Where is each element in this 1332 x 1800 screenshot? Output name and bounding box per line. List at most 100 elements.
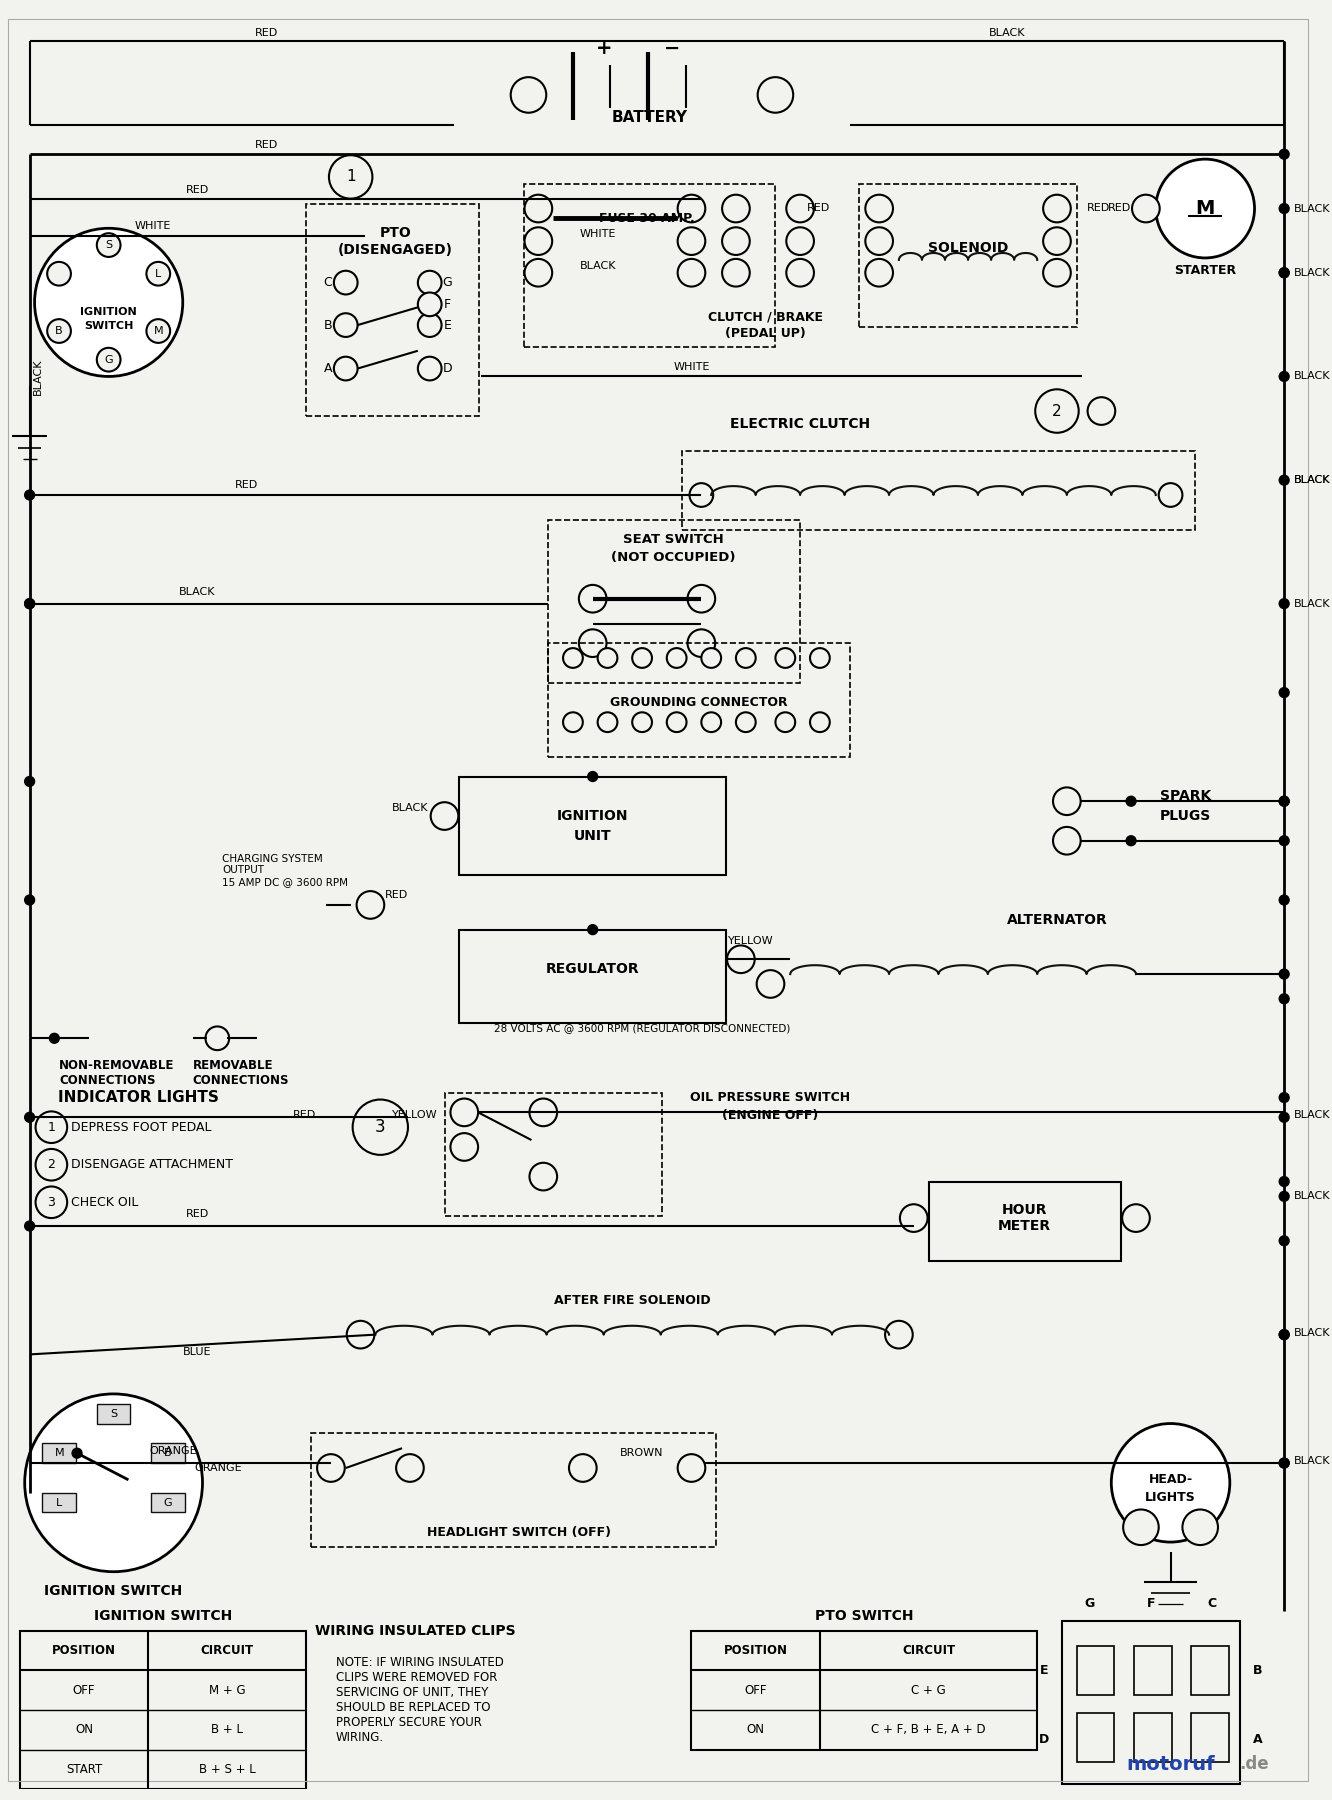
Circle shape xyxy=(1043,227,1071,256)
Bar xyxy=(549,643,850,756)
Circle shape xyxy=(329,155,373,198)
Text: BATTERY: BATTERY xyxy=(611,110,689,126)
Text: CIRCUIT: CIRCUIT xyxy=(902,1643,955,1658)
Circle shape xyxy=(786,194,814,223)
Circle shape xyxy=(563,648,583,668)
Circle shape xyxy=(396,1454,424,1481)
Circle shape xyxy=(529,1098,557,1127)
Circle shape xyxy=(1132,194,1160,223)
Circle shape xyxy=(529,1163,557,1190)
Circle shape xyxy=(25,776,35,787)
Circle shape xyxy=(25,895,35,905)
Circle shape xyxy=(450,1134,478,1161)
Text: YELLOW: YELLOW xyxy=(727,936,774,947)
Text: RED: RED xyxy=(236,481,258,490)
Text: HOUR
METER: HOUR METER xyxy=(998,1202,1051,1233)
Circle shape xyxy=(47,261,71,286)
Circle shape xyxy=(678,1454,706,1481)
Text: BLACK: BLACK xyxy=(579,261,615,270)
Circle shape xyxy=(25,1220,35,1231)
Circle shape xyxy=(722,259,750,286)
Circle shape xyxy=(1126,835,1136,846)
Bar xyxy=(1062,1622,1240,1784)
Circle shape xyxy=(418,270,441,295)
Circle shape xyxy=(97,234,120,257)
Circle shape xyxy=(667,648,686,668)
Text: BLACK: BLACK xyxy=(1295,1111,1331,1120)
Bar xyxy=(460,929,726,1024)
Circle shape xyxy=(633,648,651,668)
Text: B + L: B + L xyxy=(212,1723,244,1737)
Text: −: − xyxy=(663,40,679,58)
Text: L: L xyxy=(155,268,161,279)
Text: UNIT: UNIT xyxy=(574,828,611,842)
Bar xyxy=(1134,1645,1172,1696)
Text: START: START xyxy=(65,1762,103,1777)
Text: BLACK: BLACK xyxy=(1295,1192,1331,1201)
Circle shape xyxy=(866,259,892,286)
Circle shape xyxy=(884,1321,912,1348)
Circle shape xyxy=(810,713,830,733)
Text: ON: ON xyxy=(747,1723,765,1737)
Text: CHARGING SYSTEM
OUTPUT
15 AMP DC @ 3600 RPM: CHARGING SYSTEM OUTPUT 15 AMP DC @ 3600 … xyxy=(222,853,348,887)
Circle shape xyxy=(866,227,892,256)
Circle shape xyxy=(334,270,357,295)
Text: DEPRESS FOOT PEDAL: DEPRESS FOOT PEDAL xyxy=(71,1121,212,1134)
Text: RED: RED xyxy=(385,889,409,900)
Text: B: B xyxy=(1252,1663,1263,1678)
Circle shape xyxy=(1279,994,1289,1004)
Bar xyxy=(682,450,1195,529)
Text: ORANGE: ORANGE xyxy=(194,1463,242,1472)
Text: SEAT SWITCH: SEAT SWITCH xyxy=(623,533,725,545)
Text: CIRCUIT: CIRCUIT xyxy=(201,1643,254,1658)
Circle shape xyxy=(1279,1177,1289,1186)
Text: B: B xyxy=(324,319,332,331)
Circle shape xyxy=(1279,599,1289,608)
Text: SWITCH: SWITCH xyxy=(84,320,133,331)
Circle shape xyxy=(36,1148,67,1181)
Text: BROWN: BROWN xyxy=(621,1449,663,1458)
Circle shape xyxy=(678,227,706,256)
Text: BLUE: BLUE xyxy=(184,1348,212,1357)
Text: PLUGS: PLUGS xyxy=(1160,808,1211,823)
Circle shape xyxy=(866,194,892,223)
Circle shape xyxy=(757,970,785,997)
Circle shape xyxy=(598,713,618,733)
Text: 1: 1 xyxy=(48,1121,56,1134)
Bar xyxy=(151,1492,185,1512)
Circle shape xyxy=(353,1100,408,1156)
Circle shape xyxy=(687,630,715,657)
Circle shape xyxy=(49,1033,59,1044)
Circle shape xyxy=(1279,1458,1289,1469)
Text: BLACK: BLACK xyxy=(1295,599,1331,608)
Bar xyxy=(43,1492,76,1512)
Bar xyxy=(1134,1714,1172,1762)
Circle shape xyxy=(1279,149,1289,158)
Circle shape xyxy=(1088,398,1115,425)
Circle shape xyxy=(25,1393,202,1571)
Text: OFF: OFF xyxy=(745,1683,767,1697)
Circle shape xyxy=(667,713,686,733)
Text: FUSE 30 AMP.: FUSE 30 AMP. xyxy=(599,212,695,225)
Text: BLACK: BLACK xyxy=(1295,1456,1331,1465)
Text: OIL PRESSURE SWITCH: OIL PRESSURE SWITCH xyxy=(690,1091,851,1103)
Text: M: M xyxy=(1195,200,1215,218)
Text: IGNITION SWITCH: IGNITION SWITCH xyxy=(93,1609,232,1624)
Circle shape xyxy=(722,194,750,223)
Text: 1: 1 xyxy=(346,169,356,184)
Circle shape xyxy=(587,925,598,934)
Circle shape xyxy=(418,292,441,317)
Circle shape xyxy=(1279,1330,1289,1339)
Text: M + G: M + G xyxy=(209,1683,245,1697)
Circle shape xyxy=(1279,1237,1289,1246)
Circle shape xyxy=(1043,194,1071,223)
Text: NON-REMOVABLE: NON-REMOVABLE xyxy=(59,1060,174,1073)
Circle shape xyxy=(1035,389,1079,432)
Circle shape xyxy=(598,648,618,668)
Bar xyxy=(20,1631,306,1789)
Text: WHITE: WHITE xyxy=(673,362,710,371)
Circle shape xyxy=(1279,475,1289,486)
Circle shape xyxy=(35,229,182,376)
Circle shape xyxy=(1279,1330,1289,1339)
Text: HEAD-: HEAD- xyxy=(1148,1474,1192,1487)
